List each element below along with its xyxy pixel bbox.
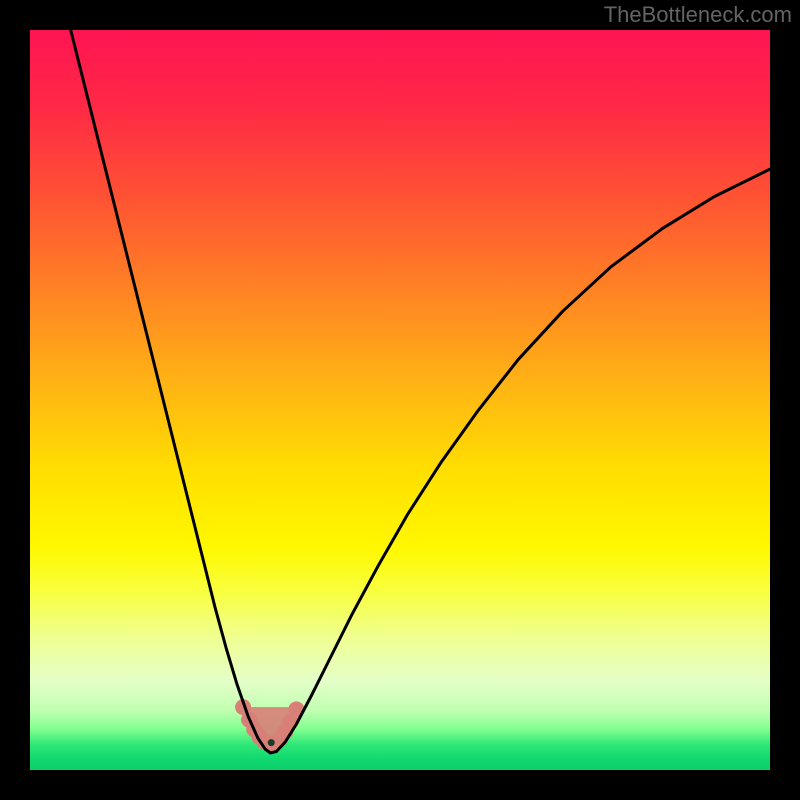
watermark-text: TheBottleneck.com xyxy=(604,2,792,28)
chart-plot-area xyxy=(30,30,770,770)
plot-background xyxy=(30,30,770,770)
minimum-marker xyxy=(268,739,275,746)
chart-svg xyxy=(30,30,770,770)
chart-stage: TheBottleneck.com xyxy=(0,0,800,800)
